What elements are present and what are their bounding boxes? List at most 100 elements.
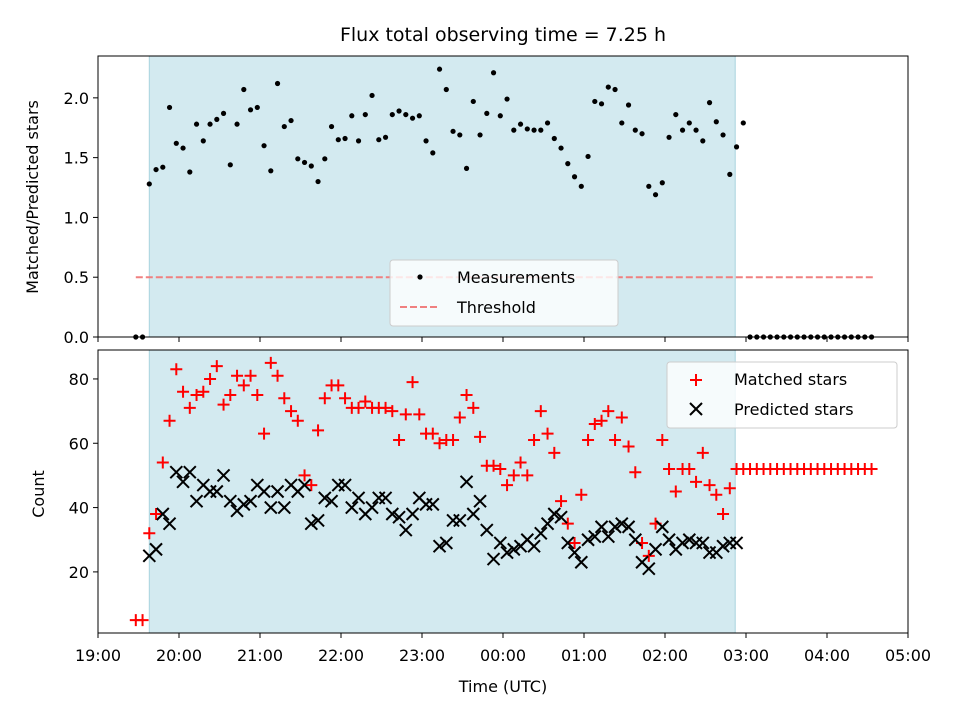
matched-star-point	[582, 434, 595, 447]
measurement-point	[632, 127, 638, 133]
matched-star-point	[170, 363, 183, 376]
matched-star-point	[197, 385, 210, 398]
predicted-star-point	[675, 536, 690, 550]
x-tick-label: 22:00	[318, 646, 364, 665]
x-tick-label: 04:00	[804, 646, 850, 665]
predicted-star-point	[183, 465, 197, 479]
predicted-star-point	[561, 536, 575, 550]
matched-star-point	[433, 437, 446, 450]
measurement-point	[477, 132, 483, 138]
predicted-star-point	[628, 533, 643, 547]
matched-star-point	[568, 536, 581, 549]
predicted-star-point	[338, 478, 352, 492]
measurement-point	[646, 183, 652, 189]
x-tick-label: 19:00	[75, 646, 121, 665]
predicted-star-point	[277, 500, 292, 515]
predicted-star-point	[540, 516, 555, 531]
matched-star-point	[487, 459, 500, 472]
matched-stars-points	[129, 356, 878, 627]
y-tick-label: 1.0	[64, 208, 89, 227]
measurement-point	[585, 153, 591, 160]
matched-star-point	[183, 401, 196, 414]
predicted-star-point	[594, 520, 609, 534]
matched-star-point	[703, 479, 716, 492]
legend-marker-predicted-stars	[689, 402, 703, 416]
measurement-point	[538, 127, 544, 133]
measurement-point	[207, 121, 213, 127]
x-axis-label: Time (UTC)	[458, 677, 547, 696]
predicted-star-point	[493, 536, 508, 550]
measurement-point	[187, 169, 193, 175]
matched-star-point	[642, 549, 655, 562]
predicted-star-point	[642, 561, 656, 576]
predicted-star-point	[507, 542, 521, 557]
matched-star-point	[163, 414, 176, 427]
matched-star-point	[710, 488, 723, 501]
matched-star-point	[548, 446, 561, 459]
predicted-star-point	[432, 539, 447, 553]
matched-star-point	[575, 488, 588, 501]
y-tick-label: 0.0	[64, 328, 89, 347]
measurement-point	[254, 104, 260, 111]
legend-label-matched-stars: Matched stars	[734, 370, 847, 389]
matched-star-point	[204, 372, 217, 385]
matched-star-point	[305, 479, 318, 492]
predicted-star-point	[311, 513, 325, 528]
measurement-point	[362, 111, 368, 118]
measurement-point	[322, 156, 328, 162]
matched-star-point	[251, 389, 264, 402]
measurement-point	[639, 131, 645, 137]
predicted-star-point	[304, 516, 319, 531]
matched-star-point	[177, 385, 190, 398]
measurement-point	[679, 127, 686, 133]
top-y-ticks: 0.0 0.5 1.0 1.5 2.0	[64, 89, 98, 347]
measurement-point	[247, 107, 254, 113]
matched-star-point	[453, 411, 466, 424]
predicted-star-point	[662, 533, 676, 547]
predicted-star-point	[534, 526, 548, 541]
measurement-point	[612, 86, 618, 93]
predicted-star-point	[716, 539, 730, 553]
predicted-star-point	[574, 555, 589, 569]
matched-star-point	[318, 392, 331, 405]
predicted-star-point	[588, 529, 602, 544]
measurement-point	[457, 132, 463, 138]
predicted-stars-points	[142, 465, 744, 576]
matched-star-point	[696, 446, 709, 459]
predicted-star-point	[696, 536, 710, 550]
measurement-point	[727, 171, 733, 177]
matched-star-point	[224, 389, 237, 402]
measurement-point	[470, 98, 476, 105]
predicted-star-point	[345, 500, 359, 515]
measurement-point	[376, 137, 382, 143]
matched-star-point	[865, 462, 878, 475]
matched-star-point	[595, 414, 608, 427]
top-x-ticks	[97, 337, 909, 342]
matched-star-point	[393, 434, 406, 447]
x-tick-label: 03:00	[723, 646, 769, 665]
measurement-point	[403, 111, 409, 118]
matched-star-point	[460, 389, 473, 402]
predicted-star-point	[581, 533, 595, 547]
measurement-point	[335, 137, 341, 143]
legend-label-predicted-stars: Predicted stars	[734, 400, 854, 419]
measurement-point	[423, 138, 429, 144]
measurement-point	[369, 92, 375, 99]
matched-star-point	[278, 392, 291, 405]
measurement-point	[625, 102, 632, 108]
measurement-point	[551, 135, 557, 142]
predicted-star-point	[243, 494, 258, 508]
matched-star-point	[615, 411, 628, 424]
y-tick-label: 40	[69, 499, 89, 518]
measurement-point	[430, 150, 436, 156]
top-legend-box	[389, 259, 619, 327]
measurement-point	[315, 178, 321, 185]
predicted-star-point	[439, 536, 454, 550]
x-tick-label: 01:00	[561, 646, 607, 665]
measurement-point	[220, 110, 227, 116]
measurement-point	[598, 101, 605, 107]
measurement-point	[463, 165, 470, 171]
predicted-star-point	[554, 510, 568, 524]
measurement-point	[160, 164, 166, 170]
matched-star-point	[629, 466, 642, 479]
